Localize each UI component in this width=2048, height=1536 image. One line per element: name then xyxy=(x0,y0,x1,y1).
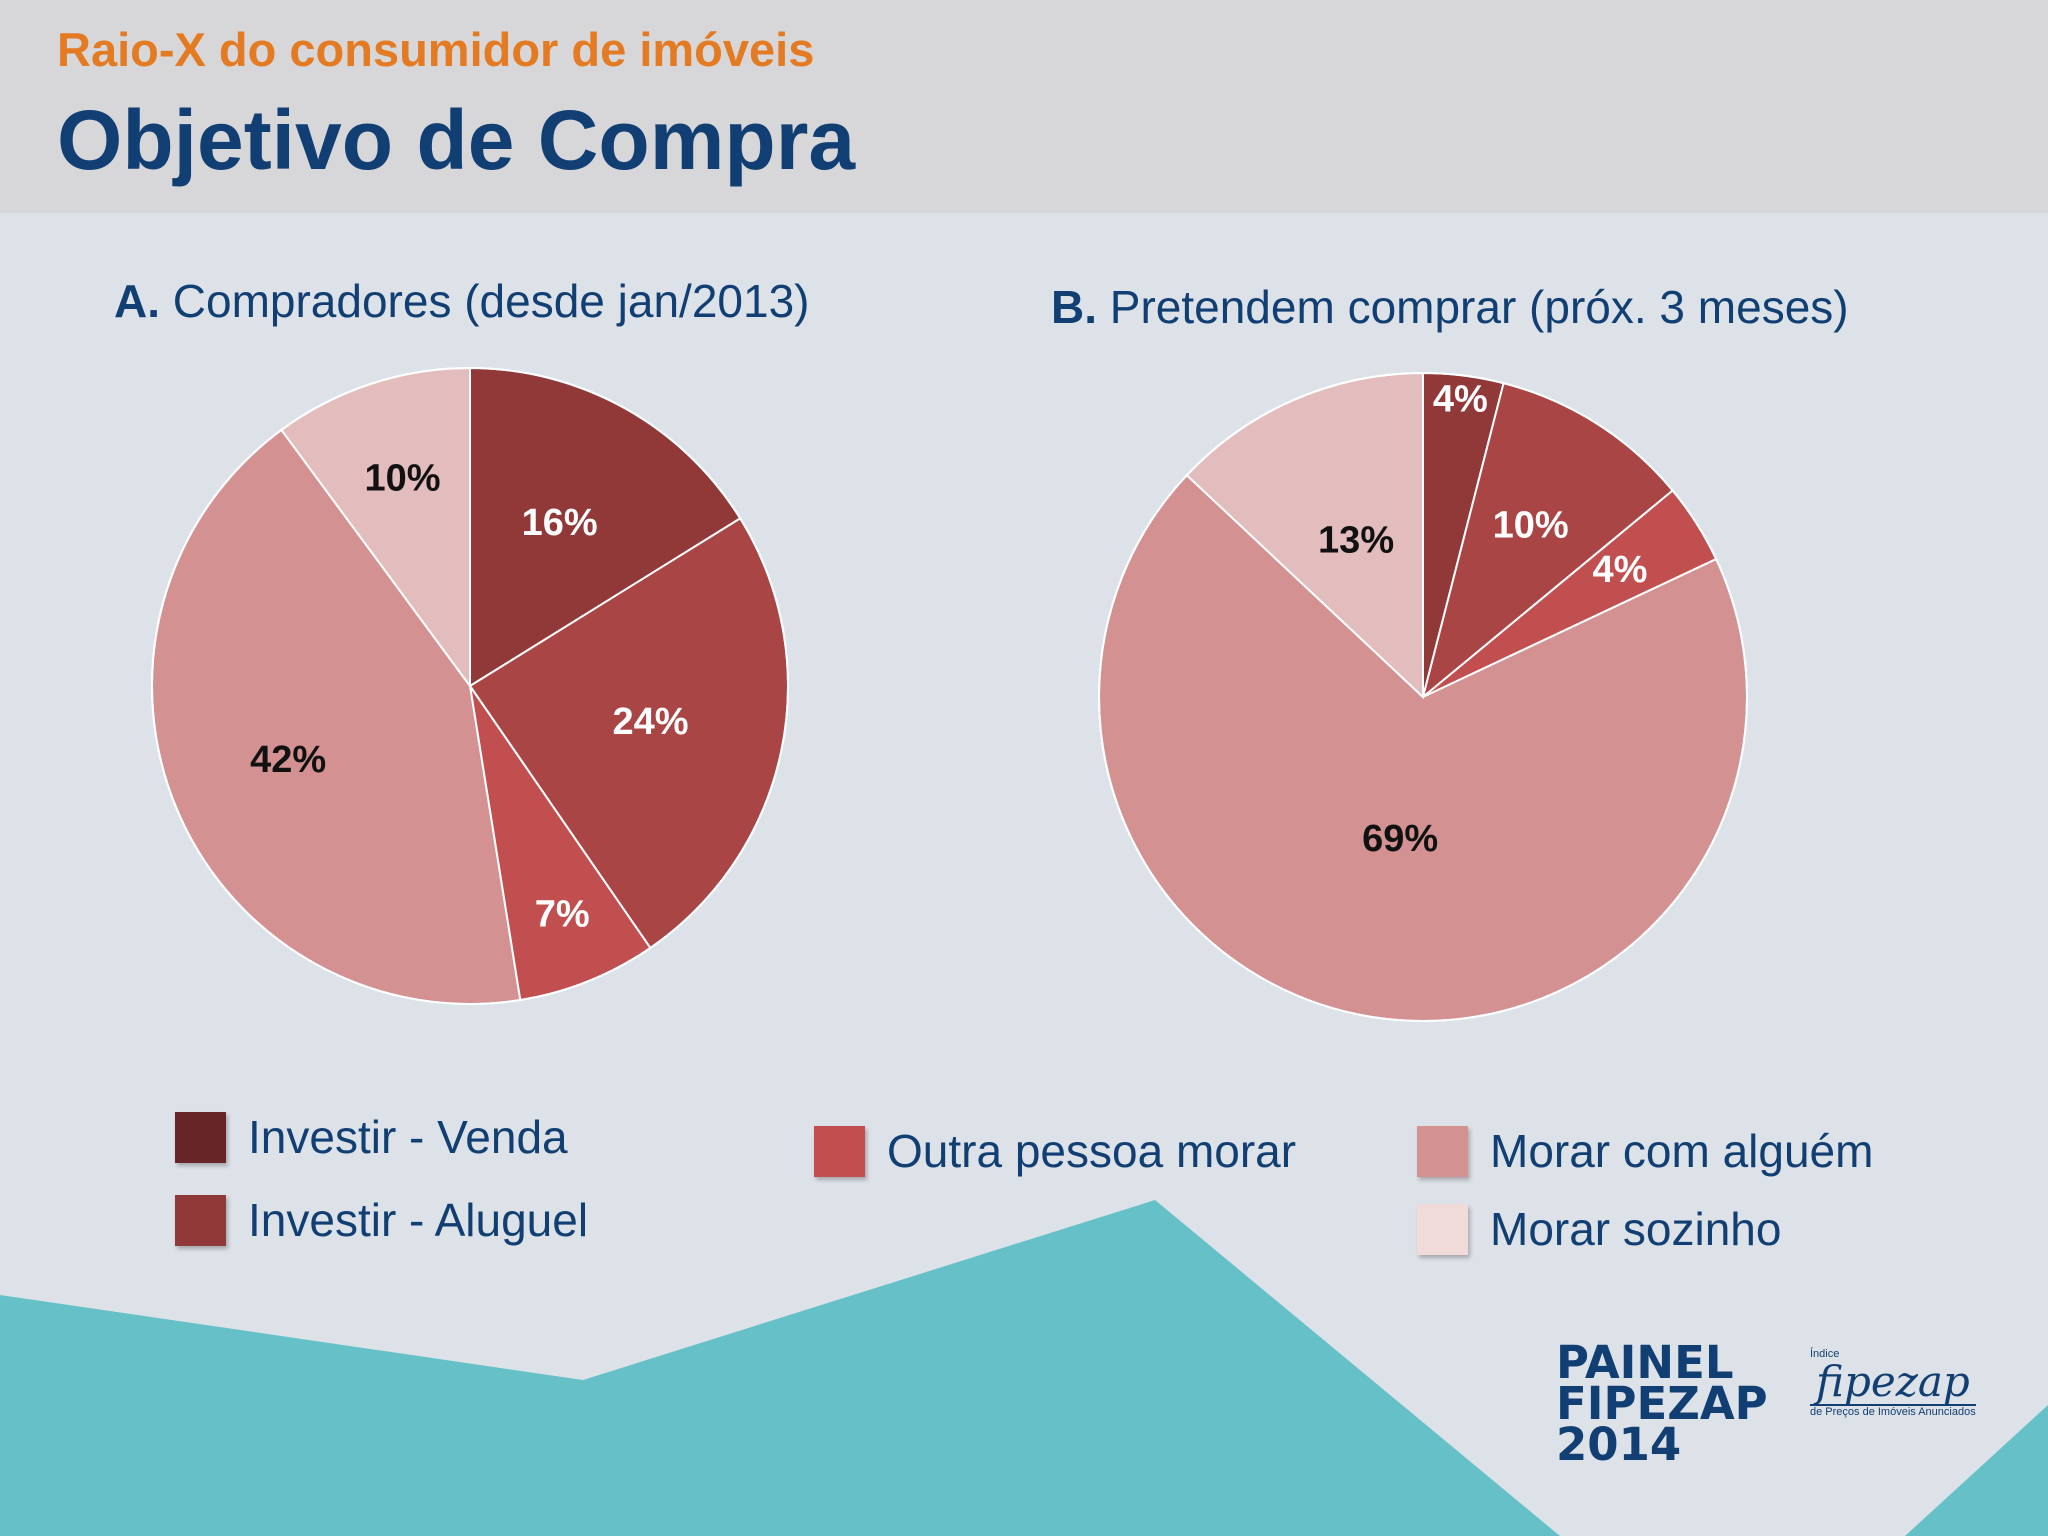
chart-a-letter: A. xyxy=(114,275,160,327)
legend-label: Morar sozinho xyxy=(1490,1203,1782,1255)
teal-background-shape xyxy=(0,1200,1560,1536)
data-label-investir-aluguel: 24% xyxy=(612,701,688,743)
legend-swatch-morar-sozinho xyxy=(1417,1203,1468,1255)
data-label-investir-aluguel: 10% xyxy=(1493,504,1569,546)
data-label-morar-sozinho: 13% xyxy=(1318,519,1394,561)
data-label-investir-venda: 4% xyxy=(1433,378,1488,420)
legend-item-morar-com-alguem: Morar com alguém xyxy=(1417,1124,1873,1178)
chart-b-title-text: Pretendem comprar (próx. 3 meses) xyxy=(1109,281,1849,333)
slide-supertitle: Raio-X do consumidor de imóveis xyxy=(57,23,815,76)
logo-word: fipezap xyxy=(1810,1360,1976,1406)
slide-title: Objetivo de Compra xyxy=(57,93,856,187)
data-label-morar-sozinho: 10% xyxy=(364,458,440,500)
legend-swatch-investir-venda xyxy=(175,1111,226,1163)
logo-line: PAINEL xyxy=(1556,1336,1734,1389)
legend-label: Morar com alguém xyxy=(1490,1125,1874,1177)
logo-tagline: de Preços de Imóveis Anunciados xyxy=(1810,1406,1976,1418)
legend-swatch-outra-pessoa-morar xyxy=(814,1125,865,1177)
pie-chart-pretendem-comprar: 4% 10% 4% 69% 13% xyxy=(1098,371,1748,1022)
header-band xyxy=(0,0,2048,213)
chart-a-title: A. Compradores (desde jan/2013) xyxy=(114,274,809,328)
legend-swatch-morar-com-alguem xyxy=(1417,1125,1468,1177)
data-label-investir-venda: 16% xyxy=(522,502,598,544)
teal-corner-shape xyxy=(1905,1405,2048,1536)
chart-a-title-text: Compradores (desde jan/2013) xyxy=(172,275,810,327)
indice-fipezap-logo: Índice fipezap de Preços de Imóveis Anun… xyxy=(1810,1348,1976,1418)
logo-line: 2014 xyxy=(1556,1418,1682,1471)
legend-swatch-investir-aluguel xyxy=(175,1194,226,1246)
data-label-morar-com-alguem: 42% xyxy=(250,739,326,781)
pie-chart-compradores: 16% 24% 7% 42% 10% xyxy=(151,366,789,1005)
legend-item-investir-venda: Investir - Venda xyxy=(175,1110,568,1164)
logo-small-text: Índice xyxy=(1810,1348,1840,1360)
legend-item-outra-pessoa-morar: Outra pessoa morar xyxy=(814,1124,1296,1178)
legend-item-morar-sozinho: Morar sozinho xyxy=(1417,1202,1781,1256)
legend-label: Investir - Venda xyxy=(248,1111,568,1163)
legend-label: Investir - Aluguel xyxy=(248,1194,589,1246)
legend-label: Outra pessoa morar xyxy=(887,1125,1297,1177)
legend-item-investir-aluguel: Investir - Aluguel xyxy=(175,1193,588,1247)
logo-line: FIPEZAP xyxy=(1556,1377,1768,1430)
chart-b-letter: B. xyxy=(1051,281,1097,333)
data-label-outra-pessoa-morar: 7% xyxy=(535,893,590,935)
chart-b-title: B. Pretendem comprar (próx. 3 meses) xyxy=(1051,280,1849,334)
data-label-morar-com-alguem: 69% xyxy=(1362,818,1438,860)
pie-outline xyxy=(151,367,789,1005)
painel-fipezap-logo: PAINEL FIPEZAP 2014 xyxy=(1556,1336,1768,1471)
data-label-outra-pessoa-morar: 4% xyxy=(1593,549,1648,591)
pie-outline xyxy=(1098,372,1748,1022)
